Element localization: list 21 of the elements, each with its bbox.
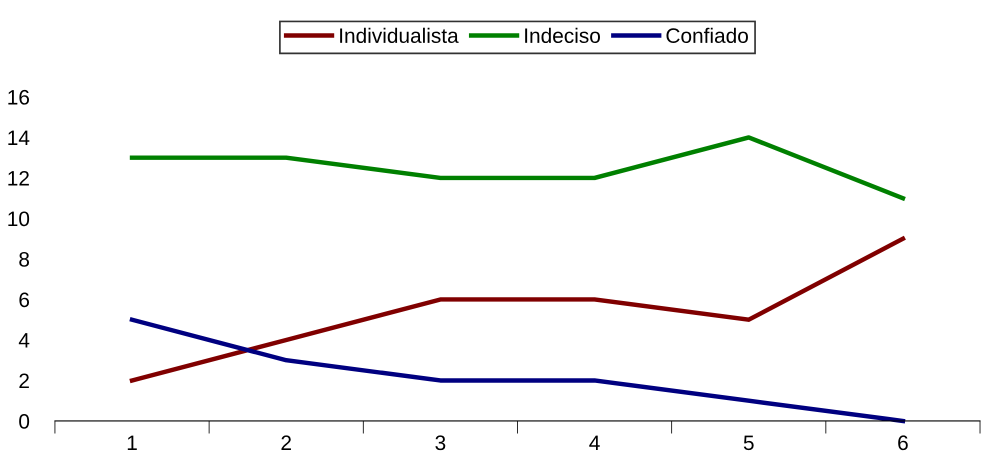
y-tick-label: 14	[8, 130, 30, 145]
legend-label: Indeciso	[525, 28, 600, 44]
y-tick-label: 6	[19, 292, 30, 308]
legend-label: Individualista	[340, 28, 459, 44]
legend-label: Confiado	[666, 28, 748, 44]
x-tick-label: 1	[128, 436, 137, 450]
line-series	[130, 236, 906, 383]
y-tick-label: 10	[8, 211, 30, 226]
y-tick-label: 4	[18, 333, 30, 348]
line-series	[130, 317, 906, 424]
y-tick-label: 8	[19, 252, 30, 267]
y-tick-label: 16	[8, 90, 30, 105]
x-tick-label: 2	[281, 435, 291, 450]
y-tick-label: 0	[19, 414, 30, 429]
x-tick-label: 6	[898, 435, 908, 450]
y-tick-label: 2	[19, 373, 29, 388]
x-tick-label: 3	[435, 435, 446, 450]
x-tick-label: 4	[589, 436, 600, 450]
y-tick-label: 12	[8, 170, 29, 186]
line-series	[130, 135, 906, 200]
x-tick-label: 5	[744, 436, 754, 450]
